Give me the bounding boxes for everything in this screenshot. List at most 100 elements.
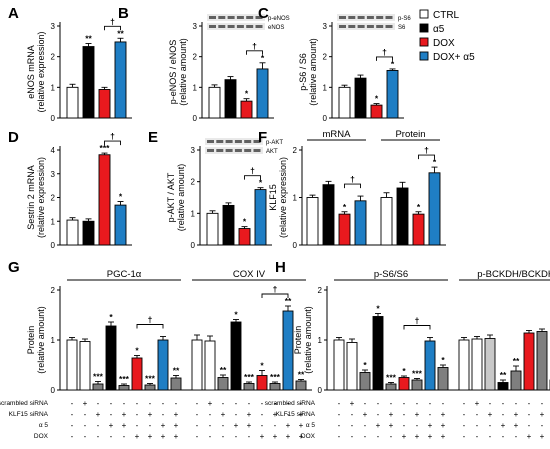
treatment-mark: - [515, 399, 518, 408]
bracket [104, 25, 121, 31]
significance-label: * [245, 89, 249, 99]
treatment-mark: - [528, 399, 531, 408]
treatment-mark: - [338, 432, 341, 441]
bracket [136, 324, 164, 329]
significance-label: * [109, 312, 113, 322]
bar [346, 342, 358, 391]
treatment-mark: - [489, 421, 492, 430]
treatment-mark: - [364, 432, 367, 441]
bar [333, 339, 345, 391]
blot-band [236, 25, 244, 28]
bracket [344, 183, 361, 189]
panel-F: F 0 1 2 KLF15(relative expression) * * * † † mRNA P… [258, 129, 446, 250]
blot-strip [205, 138, 263, 145]
y-tick-label: 1 [293, 194, 298, 203]
y-tick-label: 0 [191, 241, 196, 250]
row-label: KLF15 siRNA [9, 411, 49, 418]
y-tick-label: 0 [293, 241, 298, 250]
blot-band [376, 16, 384, 19]
treatment-mark: - [502, 410, 505, 419]
y-tick-label: 1 [51, 83, 56, 92]
blot-strip [207, 14, 265, 21]
y-tick-label: 2 [51, 53, 56, 62]
treatment-mark: - [248, 399, 251, 408]
bar [458, 339, 470, 391]
y-tick-label: 3 [193, 22, 198, 31]
bar [269, 383, 281, 391]
y-tick-label: 3 [191, 146, 196, 155]
treatment-mark: - [403, 410, 406, 419]
treatment-mark: - [84, 410, 87, 419]
treatment-mark: - [71, 410, 74, 419]
treatment-mark: - [351, 432, 354, 441]
treatment-mark: + [376, 421, 381, 430]
bracket [418, 154, 435, 160]
bracket-label: † [273, 284, 278, 294]
y-tick-label: 2 [191, 178, 196, 187]
treatment-mark: + [441, 421, 446, 430]
bar [243, 383, 255, 391]
treatment-mark: - [261, 399, 264, 408]
treatment-mark: - [390, 399, 393, 408]
treatment-mark: + [273, 432, 278, 441]
treatment-mark: - [338, 410, 341, 419]
panel-letter: C [258, 5, 269, 22]
significance-label: * [402, 366, 406, 376]
treatment-mark: - [442, 399, 445, 408]
y-axis-label: eNOS mRNA(relative expression) [26, 31, 46, 112]
bar [536, 331, 548, 391]
treatment-mark: - [222, 399, 225, 408]
treatment-mark: - [429, 410, 432, 419]
bar [386, 70, 399, 119]
treatment-mark: + [389, 421, 394, 430]
treatment-mark: - [162, 410, 165, 419]
y-tick-label: 1 [323, 83, 328, 92]
panel-D: D 0 1 2 3 4 Sestrin 2 mRNA(relative expression… [8, 129, 132, 250]
blot-band [366, 16, 374, 19]
treatment-mark: - [235, 410, 238, 419]
treatment-mark: - [274, 421, 277, 430]
bar [98, 89, 111, 119]
group-title: p-BCKDH/BCKDH [477, 269, 550, 280]
bar [224, 79, 237, 119]
blot-band [234, 149, 242, 152]
treatment-mark: - [209, 432, 212, 441]
significance-label: *** [119, 374, 130, 384]
treatment-mark: + [174, 421, 179, 430]
treatment-mark: + [415, 410, 420, 419]
bar [222, 204, 235, 246]
bar [338, 213, 351, 246]
treatment-mark: - [463, 432, 466, 441]
panel-letter: A [8, 5, 19, 22]
blot-band [255, 25, 263, 28]
significance-label: *** [93, 372, 104, 382]
bar [82, 46, 95, 119]
treatment-mark: + [514, 410, 519, 419]
significance-label: ** [173, 366, 180, 376]
bar [372, 316, 384, 391]
y-tick-label: 0 [51, 241, 56, 250]
y-tick-label: 0 [193, 114, 198, 123]
blot-band [225, 149, 233, 152]
treatment-mark: + [260, 432, 265, 441]
row-label: scrambled siRNA [0, 400, 49, 407]
y-tick-label: 1 [51, 217, 56, 226]
significance-label: *** [386, 373, 397, 383]
y-tick-label: 2 [193, 53, 198, 62]
y-axis-label-line: (relative amount) [308, 38, 318, 106]
treatment-mark: + [475, 399, 480, 408]
bracket-label: † [148, 315, 153, 325]
bar [359, 372, 371, 391]
treatment-mark: - [463, 421, 466, 430]
y-axis-label-line: p-S6 / S6 [298, 53, 308, 91]
treatment-mark: + [428, 421, 433, 430]
bar [370, 104, 383, 119]
bar [510, 370, 522, 391]
treatment-mark: - [403, 399, 406, 408]
y-tick-label: 0 [318, 386, 323, 395]
significance-label: ** [85, 33, 92, 43]
